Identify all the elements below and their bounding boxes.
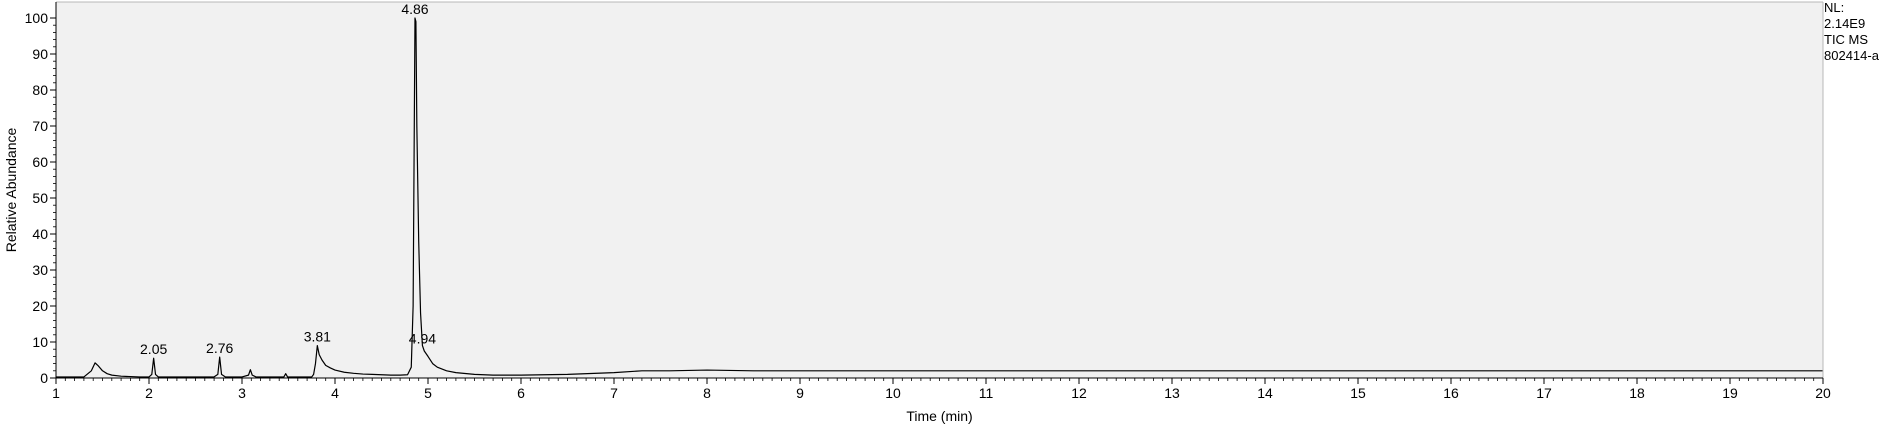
x-tick-label: 3 xyxy=(238,385,246,401)
x-tick-label: 20 xyxy=(1815,385,1831,401)
tic-trace-line xyxy=(56,17,1823,378)
y-tick-label: 60 xyxy=(32,154,48,170)
file-name: 802414-a xyxy=(1824,48,1879,63)
x-tick-label: 19 xyxy=(1722,385,1738,401)
trace-layer xyxy=(56,17,1823,378)
x-tick-label: 14 xyxy=(1257,385,1273,401)
y-tick-label: 100 xyxy=(25,10,49,26)
y-tick-label: 70 xyxy=(32,118,48,134)
x-axis-title: Time (min) xyxy=(906,408,972,424)
x-tick-label: 17 xyxy=(1536,385,1552,401)
x-tick-label: 1 xyxy=(52,385,60,401)
x-tick-label: 12 xyxy=(1071,385,1087,401)
x-tick-label: 2 xyxy=(145,385,153,401)
x-tick-label: 15 xyxy=(1350,385,1366,401)
y-axis-title: Relative Abundance xyxy=(3,128,19,253)
x-tick-label: 16 xyxy=(1443,385,1459,401)
trace-type: TIC MS xyxy=(1824,32,1869,47)
peak-label: 4.86 xyxy=(401,1,428,17)
x-tick-label: 18 xyxy=(1629,385,1645,401)
y-tick-label: 80 xyxy=(32,82,48,98)
x-tick-label: 6 xyxy=(517,385,525,401)
nl-value: 2.14E9 xyxy=(1824,16,1866,31)
tick-labels: 1 2 3 4 5 6 7 8 9 10 11 12 13 14 15 16 17 18 19 20010203040… xyxy=(25,10,1831,401)
plot-area xyxy=(56,2,1823,378)
x-tick-label: 7 xyxy=(610,385,618,401)
x-tick-label: 8 xyxy=(703,385,711,401)
x-tick-label: 4 xyxy=(331,385,339,401)
nl-label: NL: xyxy=(1824,0,1845,15)
peak-label: 2.05 xyxy=(140,341,167,357)
y-tick-label: 10 xyxy=(32,334,48,350)
tick-marks xyxy=(50,17,1824,384)
x-tick-label: 9 xyxy=(796,385,804,401)
y-tick-label: 20 xyxy=(32,298,48,314)
x-tick-label: 10 xyxy=(885,385,901,401)
info-panel: NL: 2.14E9 TIC MS 802414-a xyxy=(1824,0,1879,64)
y-tick-label: 50 xyxy=(32,190,48,206)
x-tick-label: 11 xyxy=(979,385,994,401)
y-tick-label: 0 xyxy=(40,370,48,386)
y-tick-label: 30 xyxy=(32,262,48,278)
y-tick-label: 90 xyxy=(32,46,48,62)
peak-label: 2.76 xyxy=(206,340,233,356)
peak-label: 4.94 xyxy=(409,330,436,346)
x-tick-label: 5 xyxy=(424,385,432,401)
peak-label: 3.81 xyxy=(304,329,331,345)
x-tick-label: 13 xyxy=(1164,385,1180,401)
peak-labels: 2.05 2.76 3.81 4.86 4.94 xyxy=(140,1,436,357)
y-tick-label: 40 xyxy=(32,226,48,242)
